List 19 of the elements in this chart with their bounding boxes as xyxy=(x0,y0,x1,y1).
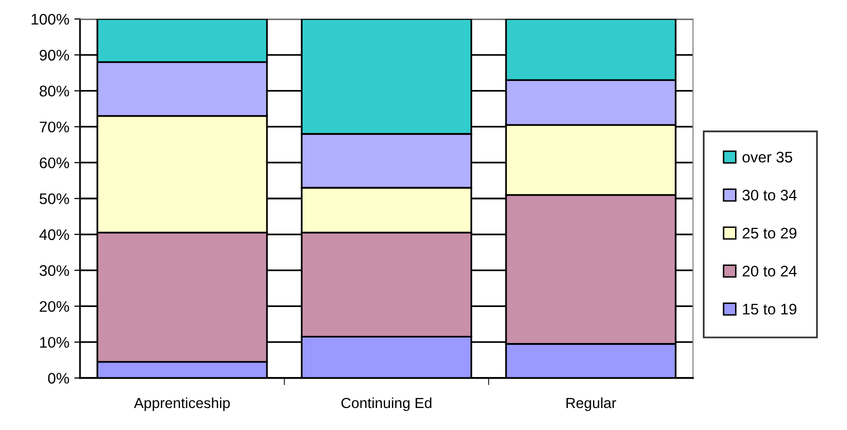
y-tick-label: 30% xyxy=(40,265,70,276)
y-tick-label: 80% xyxy=(40,86,70,96)
y-tick-label: 20% xyxy=(40,301,70,312)
y-tick-label: 0% xyxy=(48,372,70,384)
x-tick-label: Apprenticeship xyxy=(134,397,230,412)
y-tick-label: 60% xyxy=(40,157,70,168)
y-tick-label: 90% xyxy=(40,50,70,61)
x-tick-label: Continuing Ed xyxy=(341,397,432,412)
legend-label: over 35 xyxy=(742,152,792,163)
y-tick-label: 100% xyxy=(32,14,70,25)
legend-label: 15 to 19 xyxy=(743,304,796,315)
y-tick-label: 10% xyxy=(40,336,70,348)
x-tick-label: Regular xyxy=(566,397,616,412)
y-tick-label: 70% xyxy=(40,122,70,132)
y-tick-label: 50% xyxy=(40,193,70,204)
y-tick-label: 40% xyxy=(39,229,70,240)
legend-label: 20 to 24 xyxy=(742,266,797,277)
legend-label: 30 to 34 xyxy=(742,190,797,201)
legend-label: 25 to 29 xyxy=(742,228,796,239)
